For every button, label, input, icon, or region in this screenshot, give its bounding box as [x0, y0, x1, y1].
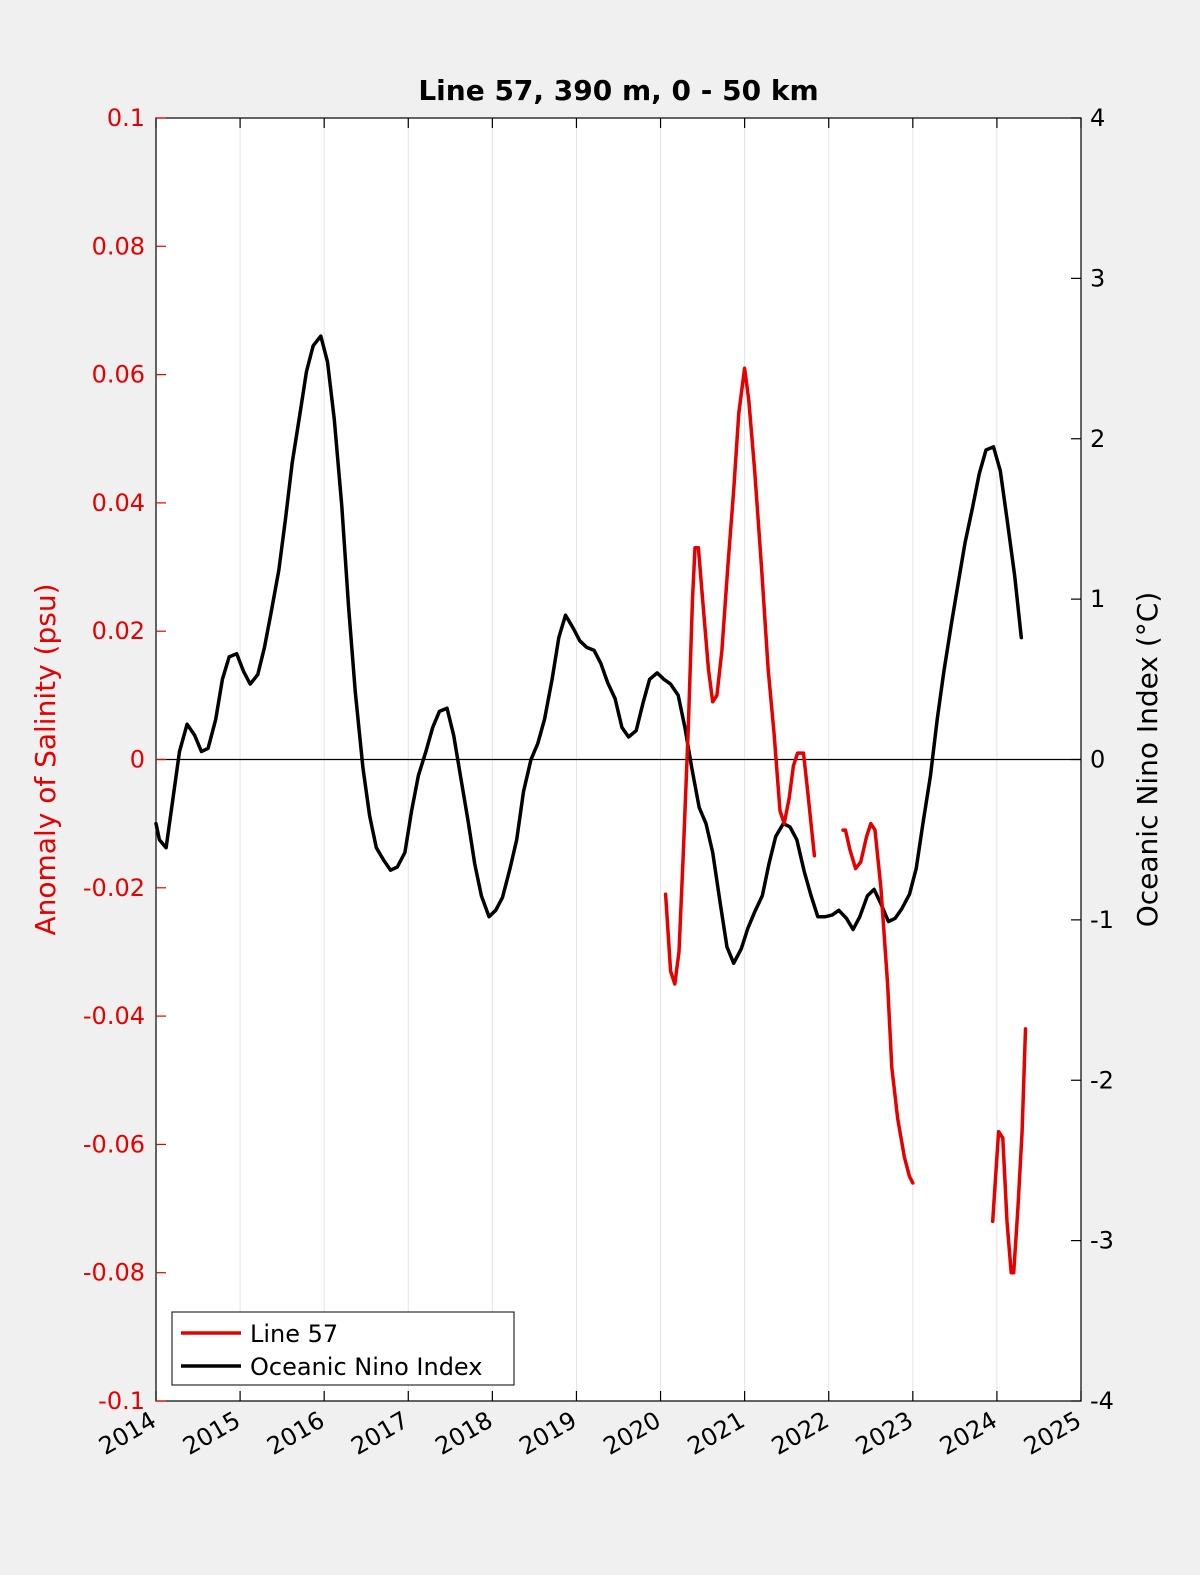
y-axis-label: Anomaly of Salinity (psu) [29, 583, 62, 935]
series-line-oceanic-nino-index [154, 334, 1024, 965]
series-line-line-57 [663, 366, 817, 986]
y-tick-label: -0.08 [83, 1259, 145, 1287]
y-tick-label: 0 [130, 746, 145, 774]
y-tick-label: -0.06 [83, 1130, 145, 1158]
y2-tick-label: 4 [1090, 104, 1105, 132]
y-tick-label: 0.02 [92, 617, 145, 645]
y-tick-label: 0.04 [92, 489, 145, 517]
y2-tick-label: 2 [1090, 425, 1105, 453]
y2-tick-label: -3 [1090, 1227, 1114, 1255]
y2-tick-label: 3 [1090, 264, 1105, 292]
series-line-line-57 [990, 1027, 1028, 1275]
legend-box [171, 1311, 515, 1386]
y-tick-label: -0.04 [83, 1002, 145, 1030]
y2-tick-label: -1 [1090, 906, 1114, 934]
y2-tick-label: 0 [1090, 746, 1105, 774]
y2-tick-label: 1 [1090, 585, 1105, 613]
y2-tick-label: -2 [1090, 1066, 1114, 1094]
y-tick-label: 0.08 [92, 232, 145, 260]
y2-tick-label: -4 [1090, 1387, 1114, 1415]
legend-label-oni: Oceanic Nino Index [250, 1353, 482, 1381]
series-layer [154, 334, 1028, 1275]
legend-label-salinity: Line 57 [250, 1320, 338, 1348]
y-tick-label: 0.1 [107, 104, 145, 132]
y-tick-label: -0.02 [83, 874, 145, 902]
y-tick-label: -0.1 [98, 1387, 145, 1415]
y2-axis-label: Oceanic Nino Index (°C) [1131, 592, 1164, 928]
legend: Line 57 Oceanic Nino Index [171, 1311, 515, 1386]
y-tick-label: 0.06 [92, 361, 145, 389]
series-line-line-57 [841, 821, 915, 1185]
chart-title: Line 57, 390 m, 0 - 50 km [418, 74, 818, 107]
